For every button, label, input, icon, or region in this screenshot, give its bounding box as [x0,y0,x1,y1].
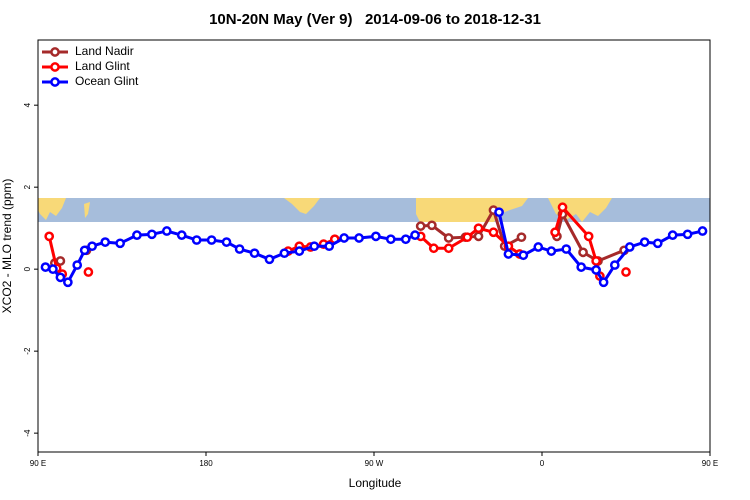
point [83,267,94,277]
point [583,231,594,242]
point [591,256,601,266]
point [561,244,572,254]
point [44,231,55,242]
y-axis-label: XCO2 - MLO trend (ppm) [0,179,14,314]
point [621,267,631,277]
point [40,262,51,272]
point [371,231,381,242]
point [87,241,97,252]
legend-label: Land Glint [75,59,130,73]
point [546,246,557,256]
point [503,249,514,259]
point [385,234,396,245]
chart-title: 10N-20N May (Ver 9) 2014-09-06 to 2018-1… [209,11,541,28]
point [400,234,411,245]
point [576,262,587,272]
point [206,235,217,245]
legend-label: Ocean Glint [75,74,139,88]
point [79,245,90,256]
point [264,254,275,265]
point [652,238,663,249]
point [443,243,454,254]
legend-marker [50,47,60,57]
legend-label: Land Nadir [75,44,134,58]
point [518,250,529,261]
series-line [45,211,703,284]
point [176,230,187,240]
point [132,230,142,240]
point [294,246,305,256]
point [354,233,364,243]
point [324,241,335,252]
point [533,242,544,252]
point [339,233,349,243]
point [550,227,560,238]
x-tick-label: 90 W [365,459,384,468]
point [667,230,678,240]
x-tick-label: 180 [199,459,213,468]
point [428,243,439,254]
point [443,233,454,243]
point [488,227,499,238]
legend-marker [50,77,60,87]
point [279,248,290,259]
point [682,229,693,240]
point [410,230,420,240]
point [516,232,527,243]
point [697,226,708,236]
point [55,272,66,283]
point [591,265,601,275]
point [639,237,650,247]
point [427,220,437,231]
y-tick-label: 0 [23,266,32,271]
point [48,264,58,275]
point [473,231,484,242]
point [557,202,568,213]
y-tick-label: 4 [23,102,32,107]
y-tick-label: -4 [23,429,32,437]
point [161,226,172,236]
y-tick-label: 2 [23,184,32,189]
point [63,277,73,288]
x-tick-label: 90 E [30,459,46,468]
point [115,238,125,249]
point [578,247,588,258]
point [609,260,620,270]
point [72,260,83,270]
point [462,232,473,243]
plot-frame [37,39,711,453]
point [191,235,202,245]
point [55,256,66,266]
point [147,229,157,240]
x-tick-label: 90 E [702,459,718,468]
y-tick-label: -2 [23,347,32,355]
point [249,248,260,259]
point [598,277,609,288]
point [473,223,484,234]
point [100,237,111,247]
legend-marker [50,62,60,72]
x-tick-label: 0 [540,459,545,468]
point [415,221,426,231]
point [494,207,504,218]
map-band [38,198,710,222]
point [234,244,245,254]
point [309,241,320,252]
point [221,237,232,247]
x-axis-label: Longitude [349,476,402,490]
point [624,242,635,252]
